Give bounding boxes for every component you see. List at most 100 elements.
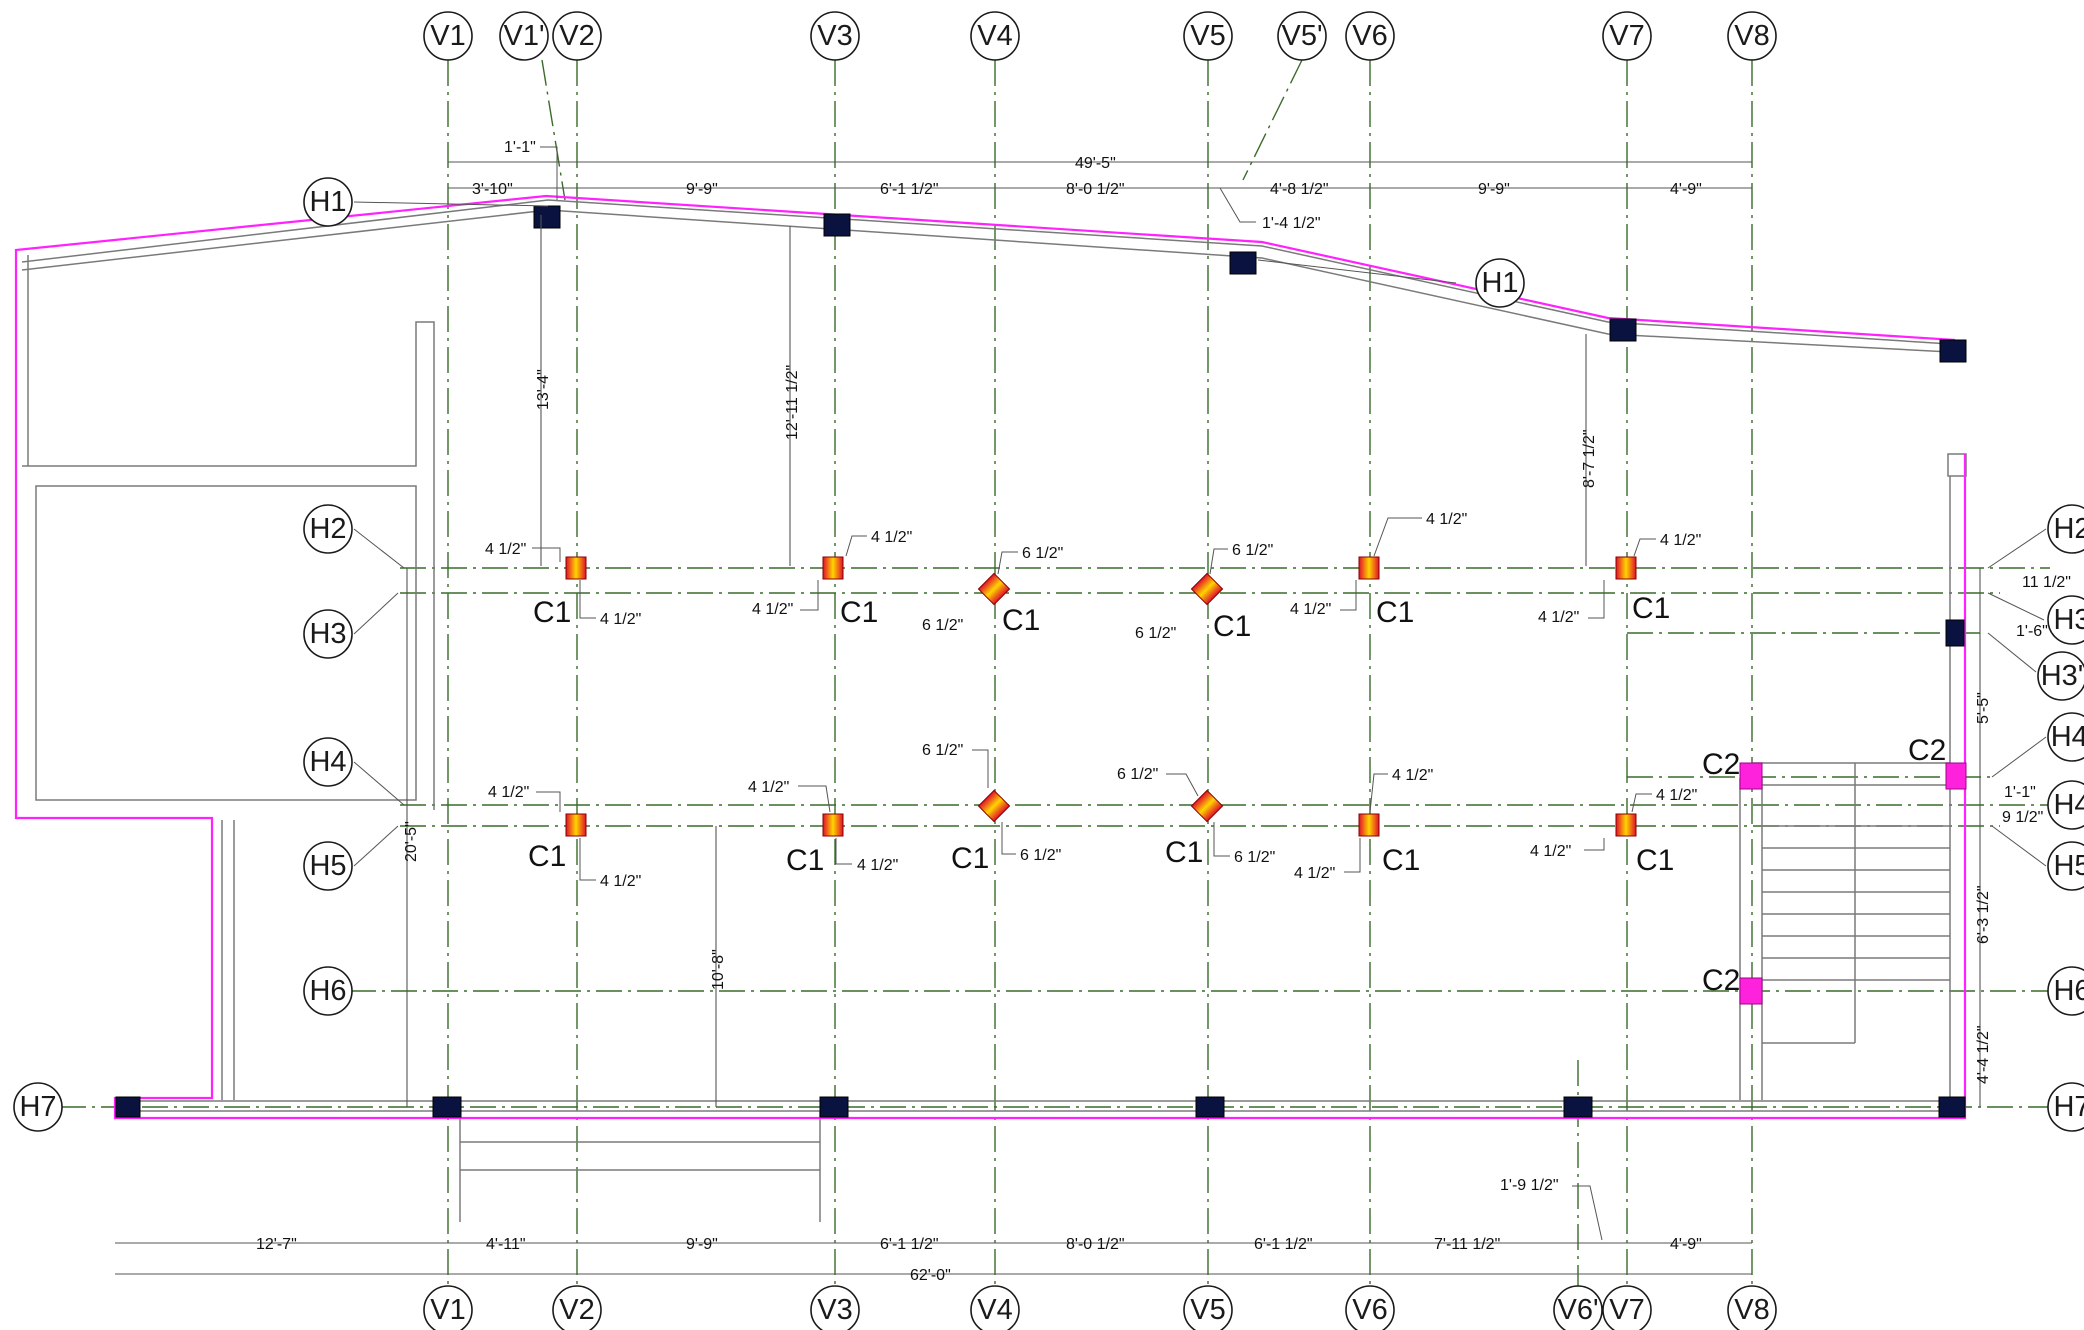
grid-bubble: V1	[430, 1294, 465, 1326]
column-c1	[1190, 572, 1224, 606]
dim-top-total: 49'-5"	[1075, 155, 1116, 172]
column-label: C1	[951, 842, 989, 875]
grid-bubble: V4	[977, 20, 1012, 52]
dim-top-offset2: 1'-4 1/2"	[1262, 215, 1321, 232]
grid-bubble: H3	[309, 618, 346, 650]
dim-bottom-chain-5: 6'-1 1/2"	[1254, 1236, 1313, 1253]
dim-bottom-chain-3: 6'-1 1/2"	[880, 1236, 939, 1253]
column-c1	[1190, 789, 1224, 823]
grid-bubble-h1-mid: H1	[1257, 258, 1525, 308]
column-offset: 6 1/2"	[1117, 766, 1158, 783]
dim-top-chain-1: 9'-9"	[686, 181, 718, 198]
column-offset: 4 1/2"	[600, 873, 641, 890]
column-label: C2	[1702, 964, 1740, 997]
column-offset: 4 1/2"	[1426, 511, 1467, 528]
grid-bubble: V8	[1734, 1294, 1769, 1326]
dim-top-chain-6: 4'-9"	[1670, 181, 1702, 198]
column-offset: 4 1/2"	[748, 779, 789, 796]
column	[819, 1096, 849, 1118]
grid-bubble: H6	[309, 975, 346, 1007]
dim-right-small-2: 1'-1"	[2004, 784, 2036, 801]
column-c1	[977, 789, 1011, 823]
dim-top-chain-3: 8'-0 1/2"	[1066, 181, 1125, 198]
column-label: C1	[1213, 610, 1251, 643]
grid-bubble: V6	[1352, 1294, 1387, 1326]
dim-top-chain-4: 4'-8 1/2"	[1270, 181, 1329, 198]
grid-bubble: H5	[309, 850, 346, 882]
slab-edge-outline	[14, 194, 1967, 1120]
grid-bubble: V5	[1190, 20, 1225, 52]
grid-bubble: H4'	[2051, 721, 2084, 753]
column	[115, 1096, 141, 1118]
grid-bubble: V7	[1609, 20, 1644, 52]
column-c1	[822, 813, 844, 837]
column-label: C2	[1908, 734, 1946, 767]
grid-bubble: H4	[309, 746, 346, 778]
column-c1	[565, 556, 587, 580]
top-dimensions: 49'-5" 1'-1" 3'-10" 9'-9" 6'-1 1/2" 8'-0…	[448, 139, 1752, 232]
grid-bubble: V6	[1352, 20, 1387, 52]
dim-right-small-3: 9 1/2"	[2002, 809, 2043, 826]
dim-right-h3-h4: 5'-5"	[1975, 692, 1992, 724]
column-label: C1	[1382, 844, 1420, 877]
column-offset: 6 1/2"	[922, 742, 963, 759]
vertical-dimensions: 13'-4" 12'-11 1/2" 8'-7 1/2" 20'-5" 10'-…	[403, 215, 2071, 1107]
grid-bubble: H1	[1481, 267, 1518, 299]
c2-columns: C2 C2 C2	[1702, 734, 1967, 1005]
column-label: C1	[1636, 844, 1674, 877]
dim-right-small-0: 11 1/2"	[2022, 574, 2071, 591]
column-label: C1	[786, 844, 824, 877]
dim-top-chain-2: 6'-1 1/2"	[880, 181, 939, 198]
dim-bottom-chain-6: 7'-11 1/2"	[1434, 1236, 1500, 1253]
dim-top-chain-0: 3'-10"	[472, 181, 513, 198]
column-offset: 6 1/2"	[1022, 545, 1063, 562]
column	[823, 213, 851, 237]
dim-top-chain-5: 9'-9"	[1478, 181, 1510, 198]
column-offset: 4 1/2"	[1538, 609, 1579, 626]
grid-bubble: V3	[817, 1294, 852, 1326]
grid-bubbles-left: H1 H2 H3 H4 H5 H6 H7	[13, 177, 549, 1132]
dim-right-h5-h6: 6'-3 1/2"	[1975, 885, 1992, 944]
grid-bubble: V7	[1609, 1294, 1644, 1326]
column-label: C2	[1702, 748, 1740, 781]
c1-columns-bottom-row: C1 4 1/2" 4 1/2" C1 4 1/2" 4 1/2" C1 6 1…	[488, 742, 1697, 890]
column-label: C1	[840, 596, 878, 629]
column-c1	[1358, 813, 1380, 837]
grid-bubble: H5	[2053, 850, 2084, 882]
bottom-dimensions: 12'-7" 4'-11" 9'-9" 6'-1 1/2" 8'-0 1/2" …	[115, 1177, 1752, 1284]
c1-columns-top-row: C1 4 1/2" 4 1/2" C1 4 1/2" 4 1/2" C1 6 1…	[485, 511, 1701, 643]
column-c1	[1615, 556, 1637, 580]
dim-bottom-chain-0: 12'-7"	[256, 1236, 297, 1253]
column-offset: 4 1/2"	[1656, 787, 1697, 804]
grid-bubble: V5	[1190, 1294, 1225, 1326]
grid-bubbles-bottom: V1 V2 V3 V4 V5 V6 V6' V7 V8	[423, 1285, 1777, 1330]
dim-bottom-chain-1: 4'-11"	[486, 1236, 526, 1253]
dim-right-h6-h7: 4'-4 1/2"	[1975, 1025, 1992, 1084]
dim-right-small-1: 1'-6"	[2016, 623, 2048, 640]
grid-bubble: H2	[2053, 513, 2084, 545]
grid-bubble: H2	[309, 513, 346, 545]
dim-bottom-total: 62'-0"	[910, 1267, 951, 1284]
column-c2	[1739, 977, 1763, 1005]
grid-bubble: H1	[309, 186, 346, 218]
vertical-grid-lines	[447, 59, 1753, 1290]
column-offset: 4 1/2"	[600, 611, 641, 628]
grid-bubble: H7	[2053, 1091, 2084, 1123]
column	[1945, 619, 1965, 647]
grid-bubble: H3'	[2041, 660, 2084, 692]
column-offset: 6 1/2"	[1135, 625, 1176, 642]
grid-line-v5p	[1242, 59, 1303, 181]
column	[1229, 251, 1257, 275]
column-label: C1	[1632, 592, 1670, 625]
column-label: C1	[1165, 836, 1203, 869]
column-offset: 4 1/2"	[485, 541, 526, 558]
column-c2	[1739, 762, 1763, 790]
column-offset: 6 1/2"	[922, 617, 963, 634]
column-offset: 6 1/2"	[1232, 542, 1273, 559]
grid-bubble: H7	[19, 1091, 56, 1123]
column-c1	[1615, 813, 1637, 837]
dim-bottom-chain-2: 9'-9"	[686, 1236, 718, 1253]
column	[1939, 339, 1967, 363]
dim-v3-h1: 12'-11 1/2"	[784, 365, 801, 440]
dim-v2-h1: 13'-4"	[535, 369, 552, 410]
